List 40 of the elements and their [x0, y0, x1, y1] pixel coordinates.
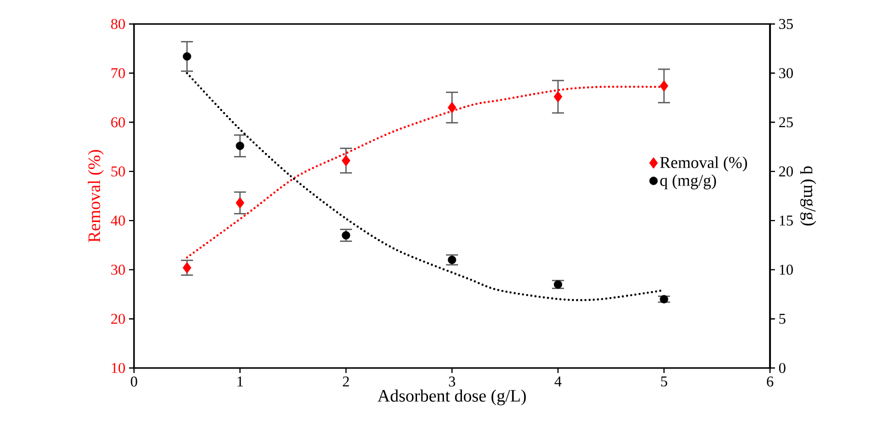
x-tick-label: 5: [661, 376, 668, 386]
x-tick-label: 1: [238, 376, 243, 386]
point: [448, 102, 456, 114]
x-tick-label: 0: [130, 376, 138, 387]
point: [236, 197, 244, 209]
point: [182, 262, 192, 274]
x-tick-label: 6: [766, 376, 774, 387]
y2-tick-label: 20: [779, 166, 793, 176]
y-tick-label: 50: [111, 166, 125, 176]
y-tick-label: 30: [111, 264, 125, 275]
point: [554, 280, 562, 289]
point: [342, 231, 350, 240]
y2-tick-label: 10: [780, 264, 793, 275]
y-tick-label: 80: [111, 18, 125, 30]
y-tick-label: 40: [110, 216, 125, 226]
y-axis-title: Removal (%): [88, 150, 104, 242]
point: [182, 52, 192, 61]
y-tick-label: 60: [111, 117, 125, 128]
y2-tick-label: 30: [779, 68, 793, 78]
point: [236, 142, 244, 150]
x-axis-title: Adsorbent dose (g/L): [378, 389, 526, 406]
point: [342, 154, 350, 166]
y2-tick-label: 25: [779, 117, 793, 128]
legend-label: q (mg/g): [660, 174, 716, 190]
point: [448, 256, 456, 264]
point: [554, 91, 562, 102]
y2-tick-label: 0: [779, 362, 786, 374]
x-tick-label: 3: [448, 376, 456, 387]
y2-axis-title: q (mg/g): [800, 166, 816, 226]
x-tick-label: 4: [554, 376, 562, 386]
point: [660, 80, 668, 92]
point: [660, 295, 668, 304]
x-tick-label: 2: [342, 376, 349, 386]
y-tick-label: 20: [111, 314, 125, 324]
y2-tick-label: 35: [779, 18, 793, 30]
y-tick-label: 70: [112, 68, 125, 78]
y2-tick-label: 5: [779, 314, 786, 324]
legend-label: Removal (%): [660, 156, 748, 172]
y2-tick-label: 15: [780, 216, 793, 226]
y-tick-label: 10: [112, 362, 125, 374]
